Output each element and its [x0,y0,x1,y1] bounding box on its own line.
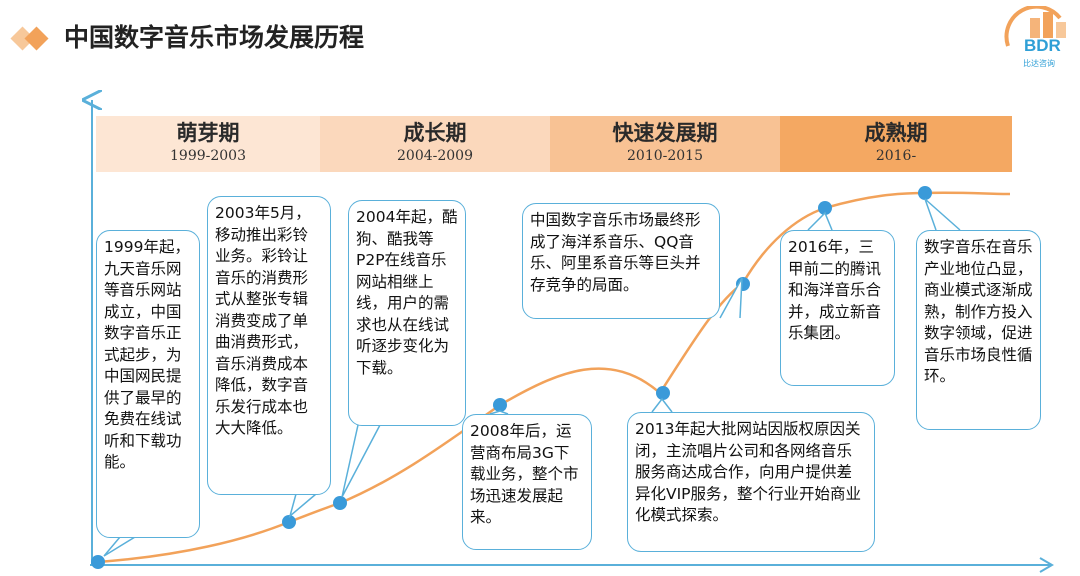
callout-2004: 2004年起，酷狗、酷我等P2P在线音乐网站相继上线，用户的需求也从在线试听逐步… [348,200,466,426]
callout-text: 中国数字音乐市场最终形成了海洋系音乐、QQ音乐、阿里系音乐等巨头并存竞争的局面。 [530,211,701,294]
timeline-point-2008 [493,398,507,412]
callout-text: 2008年后，运营商布局3G下载业务，整个市场迅速发展起来。 [470,422,579,526]
phase-years: 2010-2015 [627,148,703,164]
callout-text: 2003年5月，移动推出彩铃业务。彩铃让音乐的消费形式从整张专辑消费变成了单曲消… [215,204,311,437]
callout-pointer-7 [807,211,833,231]
callout-2013: 2013年起大批网站因版权原因关闭，主流唱片公司和各网络音乐服务商达成合作，向用… [627,412,875,552]
bdr-logo: BDR 比达咨询 [1000,6,1076,78]
timeline-point-2016 [818,201,832,215]
phase-growth: 成长期 2004-2009 [320,116,550,172]
callout-1999: 1999年起，九天音乐网等音乐网站成立，中国数字音乐正式起步，为中国网民提供了最… [96,230,200,538]
callout-text: 数字音乐在音乐产业地位凸显，商业模式逐渐成熟，制作方投入数字领域，促进音乐市场良… [924,238,1033,385]
callout-pointer-4 [489,410,509,415]
callout-pointer-1 [103,536,136,557]
phase-name: 萌芽期 [176,121,240,145]
callout-pointer-8 [924,198,961,231]
timeline-point-2003 [282,515,296,529]
callout-2016: 2016年，三甲前二的腾讯和海洋音乐合并，成立新音乐集团。 [780,230,895,386]
callout-text: 2004年起，酷狗、酷我等P2P在线音乐网站相继上线，用户的需求也从在线试听逐步… [356,208,458,377]
callout-pointer-3 [341,424,381,498]
phase-name: 成熟期 [864,121,928,145]
callout-2015: 中国数字音乐市场最终形成了海洋系音乐、QQ音乐、阿里系音乐等巨头并存竞争的局面。 [522,203,720,319]
timeline-points [91,186,932,569]
timeline-point-2004 [333,496,347,510]
callout-text: 2016年，三甲前二的腾讯和海洋音乐合并，成立新音乐集团。 [788,238,882,342]
timeline-point-mature [918,186,932,200]
logo-brand-text: BDR [1024,36,1061,55]
x-axis-arrow [1039,557,1054,573]
phase-name: 快速发展期 [612,121,718,145]
phase-years: 2016- [875,148,917,164]
phase-years: 1999-2003 [170,148,246,164]
callout-2003: 2003年5月，移动推出彩铃业务。彩铃让音乐的消费形式从整张专辑消费变成了单曲消… [207,196,331,495]
callout-pointer-6 [651,397,673,413]
phase-mature: 成熟期 2016- [780,116,1012,172]
timeline-point-2013 [656,386,670,400]
callout-mature: 数字音乐在音乐产业地位凸显，商业模式逐渐成熟，制作方投入数字领域，促进音乐市场良… [916,230,1041,430]
callout-2008: 2008年后，运营商布局3G下载业务，整个市场迅速发展起来。 [462,414,592,550]
callout-text: 2013年起大批网站因版权原因关闭，主流唱片公司和各网络音乐服务商达成合作，向用… [635,420,862,524]
logo-sub-text: 比达咨询 [1023,59,1055,68]
callout-pointer-5 [719,277,743,319]
callout-pointers [103,198,961,557]
callout-text: 1999年起，九天音乐网等音乐网站成立，中国数字音乐正式起步，为中国网民提供了最… [104,238,190,471]
callout-pointer-2 [288,493,317,519]
phase-name: 成长期 [403,121,467,145]
page-title: 中国数字音乐市场发展历程 [64,23,365,52]
title-diamond-icon [10,26,49,51]
timeline-point-1999 [91,555,105,569]
phase-rapid: 快速发展期 2010-2015 [550,116,780,172]
phase-germination: 萌芽期 1999-2003 [96,116,320,172]
phase-years: 2004-2009 [397,148,473,164]
